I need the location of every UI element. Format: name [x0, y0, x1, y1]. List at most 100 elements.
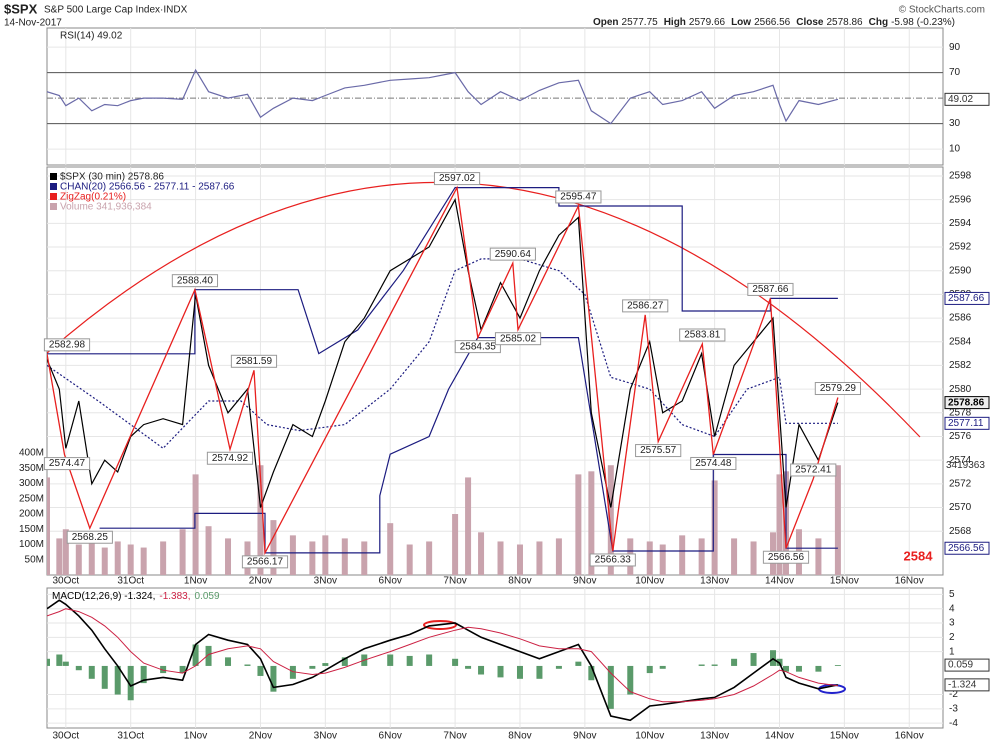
- zigzag-label: 2574.92: [212, 453, 249, 464]
- volume-bar: [47, 477, 50, 575]
- y-tick-label: 400M: [19, 448, 44, 459]
- legend-swatch: [50, 183, 57, 190]
- volume-bar: [776, 474, 783, 575]
- volume-bar: [607, 465, 614, 575]
- histogram-bar: [160, 665, 167, 674]
- value-tag-box: [944, 541, 990, 555]
- y-tick-label: 30: [949, 118, 961, 129]
- volume-bar: [679, 535, 686, 575]
- zigzag-label-box: [241, 555, 289, 569]
- zigzag-label: 2572.41: [795, 465, 832, 476]
- volume-bar: [75, 544, 82, 575]
- y-tick-label: 2570: [949, 502, 972, 513]
- volume-bar: [516, 544, 523, 575]
- x-tick-label: 10Nov: [635, 576, 664, 587]
- y-tick-label: 5: [949, 589, 955, 600]
- histogram-bar: [452, 658, 459, 666]
- zigzag-label: 2588.40: [177, 275, 214, 286]
- volume-bar: [88, 535, 95, 575]
- volume-bar: [56, 538, 63, 575]
- zigzag-label-box: [814, 382, 861, 396]
- value-tag-box: [944, 658, 990, 672]
- zigzag-label: 2590.64: [495, 249, 532, 260]
- zigzag-label: 2574.48: [695, 458, 732, 469]
- y-tick-label: -3: [949, 703, 958, 714]
- volume-bar: [815, 538, 822, 575]
- value-tag-box: [944, 291, 990, 305]
- zigzag-label-box: [635, 444, 682, 458]
- legend-label: -1.383,: [159, 591, 190, 602]
- volume-bar: [205, 526, 212, 575]
- macd-plot: [47, 599, 846, 722]
- x-tick-label: 6Nov: [379, 731, 402, 742]
- x-tick-label: 2Nov: [249, 731, 272, 742]
- macd-line: [47, 608, 838, 703]
- y-tick-label: 90: [949, 42, 961, 53]
- zigzag-label: 2587.66: [752, 284, 789, 295]
- volume-bar: [160, 541, 167, 575]
- zigzag-label-box: [690, 456, 737, 470]
- volume-bar: [101, 547, 108, 575]
- labels: 10 30 70 90 RSI(14) 49.02 49.02 30Oct 31Oct 1Nov…: [19, 31, 990, 742]
- y-tick-label: 300M: [19, 478, 44, 489]
- zigzag-label: 2585.02: [500, 333, 537, 344]
- y-tick-label: 2590: [949, 265, 972, 276]
- volume-bar: [179, 529, 186, 575]
- x-tick-label: 15Nov: [830, 731, 859, 742]
- y-tick-label: 2576: [949, 431, 972, 442]
- histogram-bar: [497, 665, 504, 678]
- x-tick-label: 1Nov: [184, 731, 207, 742]
- symbol: $SPX: [4, 1, 38, 16]
- zigzag-label-box: [43, 338, 91, 352]
- zigzag-label-box: [679, 328, 726, 342]
- volume-bar: [62, 529, 69, 575]
- y-tick-label: 50M: [25, 554, 44, 565]
- volume-bar: [711, 480, 718, 575]
- legend-swatch: [50, 173, 57, 180]
- histogram-bar: [127, 665, 134, 701]
- x-tick-label: 13Nov: [700, 576, 729, 587]
- zigzag-label: 2581.59: [236, 356, 273, 367]
- zigzag-label: 2579.29: [820, 383, 857, 394]
- histogram-bar: [536, 665, 543, 679]
- volume-bar: [192, 474, 199, 575]
- zigzag-label: 2575.57: [640, 445, 677, 456]
- histogram-bar: [179, 665, 186, 674]
- histogram-bar: [257, 665, 264, 676]
- x-tick-label: 9Nov: [573, 576, 596, 587]
- value-tag: 49.02: [948, 94, 973, 105]
- y-tick-label: 2592: [949, 242, 972, 253]
- zigzag-label-box: [790, 463, 837, 477]
- histogram-bar: [225, 657, 232, 666]
- y-tick-label: 2584: [949, 336, 972, 347]
- volume-bar: [341, 538, 348, 575]
- legend-label: ZigZag(0.21%): [60, 192, 126, 203]
- price-line: [47, 197, 839, 508]
- y-tick-label: 2582: [949, 360, 972, 371]
- y-tick-label: 2596: [949, 194, 972, 205]
- histogram-bar: [575, 661, 582, 666]
- value-tag: 2566.56: [948, 543, 985, 554]
- x-tick-label: 31Oct: [117, 576, 144, 587]
- quote: Open 2577.75 High 2579.66 Low 2566.56 Close 257…: [593, 17, 955, 28]
- x-tick-label: 13Nov: [700, 731, 729, 742]
- zigzag-label-box: [206, 451, 254, 465]
- quote-value: 2566.56: [754, 17, 791, 28]
- histogram-bar: [516, 665, 523, 679]
- histogram-bar: [426, 654, 433, 666]
- quote-value: 2579.66: [689, 17, 726, 28]
- legend: MACD(12,26,9) -1.324, -1.383, 0.059: [52, 591, 220, 602]
- value-tag-box: [944, 416, 990, 430]
- y-tick-label: -2: [949, 689, 958, 700]
- x-tick-label: 7Nov: [443, 576, 466, 587]
- annotation: 2584: [904, 548, 934, 563]
- macd-line: [47, 599, 839, 722]
- x-tick-label: 3Nov: [314, 576, 337, 587]
- x-tick-label: 16Nov: [895, 576, 924, 587]
- histogram-bar: [815, 665, 822, 672]
- x-tick-label: 1Nov: [184, 576, 207, 587]
- histogram-bar: [750, 653, 757, 666]
- legend-label: 0.059: [195, 591, 220, 602]
- x-tick-label: 30Oct: [52, 731, 79, 742]
